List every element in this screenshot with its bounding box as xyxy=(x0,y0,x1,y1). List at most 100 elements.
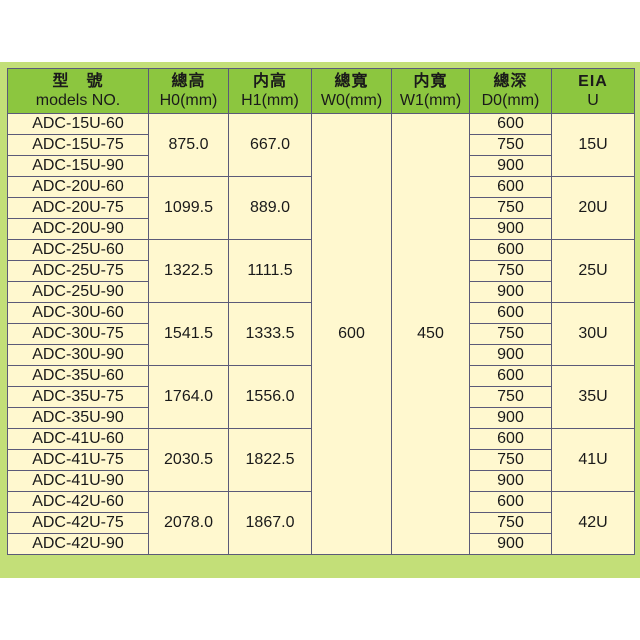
depth-cell: 900 xyxy=(469,281,552,303)
h0-cell: 875.0 xyxy=(148,113,229,177)
header-zh: 内高 xyxy=(252,73,287,90)
header-en: U xyxy=(587,92,599,109)
model-cell: ADC-20U-75 xyxy=(7,197,149,219)
model-cell: ADC-41U-75 xyxy=(7,449,149,471)
depth-cell: 750 xyxy=(469,134,552,156)
table-row: ADC-41U-60 2030.5 1822.5 600 41U xyxy=(7,428,635,492)
header-zh: 内寬 xyxy=(413,73,448,90)
column-header: 總高 H0(mm) xyxy=(148,68,229,114)
eia-cell: 41U xyxy=(551,428,635,492)
h1-cell: 1111.5 xyxy=(228,239,312,303)
model-cell: ADC-20U-90 xyxy=(7,218,149,240)
depth-cell: 750 xyxy=(469,449,552,471)
depth-cell: 600 xyxy=(469,365,552,387)
eia-cell: 42U xyxy=(551,491,635,555)
header-en: D0(mm) xyxy=(481,92,540,109)
table-row: ADC-20U-90 900 xyxy=(7,218,635,240)
model-cell: ADC-30U-60 xyxy=(7,302,149,324)
h0-cell: 1541.5 xyxy=(148,302,229,366)
table-row: ADC-15U-60 875.0 667.0 600 450 600 15U xyxy=(7,113,635,555)
table-row: ADC-25U-90 900 xyxy=(7,281,635,303)
model-cell: ADC-42U-90 xyxy=(7,533,149,555)
table-row: ADC-42U-60 2078.0 1867.0 600 42U xyxy=(7,491,635,555)
h1-cell: 1867.0 xyxy=(228,491,312,555)
depth-cell: 900 xyxy=(469,344,552,366)
table-row: ADC-35U-75 750 xyxy=(7,386,635,408)
column-header: 内高 H1(mm) xyxy=(228,68,312,114)
eia-cell: 30U xyxy=(551,302,635,366)
depth-cell: 600 xyxy=(469,428,552,450)
h0-cell: 1099.5 xyxy=(148,176,229,240)
model-cell: ADC-25U-75 xyxy=(7,260,149,282)
h1-cell: 889.0 xyxy=(228,176,312,240)
model-cell: ADC-30U-75 xyxy=(7,323,149,345)
header-zh: 型 號 xyxy=(52,73,104,90)
spec-table: 型 號 models NO. 總高 H0(mm) 内高 H1(mm) 總寬 W0(mm) 内寬 W… xyxy=(7,68,635,555)
model-cell: ADC-30U-90 xyxy=(7,344,149,366)
w0-cell: 600 xyxy=(311,113,392,555)
model-cell: ADC-41U-90 xyxy=(7,470,149,492)
h1-cell: 1333.5 xyxy=(228,302,312,366)
eia-cell: 25U xyxy=(551,239,635,303)
eia-cell: 20U xyxy=(551,176,635,240)
depth-cell: 900 xyxy=(469,470,552,492)
column-header: 型 號 models NO. xyxy=(7,68,149,114)
depth-cell: 750 xyxy=(469,512,552,534)
depth-cell: 900 xyxy=(469,155,552,177)
h0-cell: 2078.0 xyxy=(148,491,229,555)
table-row: ADC-35U-60 1764.0 1556.0 600 35U xyxy=(7,365,635,429)
depth-cell: 600 xyxy=(469,113,552,135)
header-en: H0(mm) xyxy=(159,92,218,109)
model-cell: ADC-25U-60 xyxy=(7,239,149,261)
header-en: W0(mm) xyxy=(320,92,383,109)
eia-cell: 15U xyxy=(551,113,635,177)
h0-cell: 2030.5 xyxy=(148,428,229,492)
model-cell: ADC-35U-75 xyxy=(7,386,149,408)
model-cell: ADC-35U-60 xyxy=(7,365,149,387)
table-row: ADC-30U-60 1541.5 1333.5 600 30U xyxy=(7,302,635,366)
depth-cell: 900 xyxy=(469,407,552,429)
column-header: EIA U xyxy=(551,68,635,114)
header-zh: 總高 xyxy=(171,73,206,90)
model-cell: ADC-35U-90 xyxy=(7,407,149,429)
table-row: ADC-25U-60 1322.5 1111.5 600 25U xyxy=(7,239,635,303)
model-cell: ADC-42U-60 xyxy=(7,491,149,513)
w1-cell: 450 xyxy=(391,113,470,555)
column-header: 内寬 W1(mm) xyxy=(391,68,470,114)
table-row: ADC-42U-90 900 xyxy=(7,533,635,555)
model-cell: ADC-42U-75 xyxy=(7,512,149,534)
depth-cell: 600 xyxy=(469,239,552,261)
h0-cell: 1764.0 xyxy=(148,365,229,429)
depth-cell: 900 xyxy=(469,533,552,555)
depth-cell: 600 xyxy=(469,176,552,198)
model-cell: ADC-15U-75 xyxy=(7,134,149,156)
depth-cell: 750 xyxy=(469,323,552,345)
model-cell: ADC-25U-90 xyxy=(7,281,149,303)
h1-cell: 1822.5 xyxy=(228,428,312,492)
depth-cell: 600 xyxy=(469,302,552,324)
column-header: 總深 D0(mm) xyxy=(469,68,552,114)
table-row: ADC-42U-75 750 xyxy=(7,512,635,534)
header-zh: EIA xyxy=(578,73,608,90)
model-cell: ADC-20U-60 xyxy=(7,176,149,198)
h1-cell: 667.0 xyxy=(228,113,312,177)
table-row: ADC-30U-75 750 xyxy=(7,323,635,345)
h0-cell: 1322.5 xyxy=(148,239,229,303)
depth-cell: 750 xyxy=(469,386,552,408)
table-row: ADC-20U-60 1099.5 889.0 600 20U xyxy=(7,176,635,240)
header-en: H1(mm) xyxy=(241,92,299,109)
header-en: W1(mm) xyxy=(399,92,462,109)
eia-cell: 35U xyxy=(551,365,635,429)
header-en: models NO. xyxy=(35,92,121,109)
depth-cell: 750 xyxy=(469,260,552,282)
model-cell: ADC-41U-60 xyxy=(7,428,149,450)
depth-cell: 600 xyxy=(469,491,552,513)
header-row: 型 號 models NO. 總高 H0(mm) 内高 H1(mm) 總寬 W0(mm) 内寬 W… xyxy=(7,68,635,114)
h1-cell: 1556.0 xyxy=(228,365,312,429)
depth-cell: 900 xyxy=(469,218,552,240)
header-zh: 總寬 xyxy=(334,73,369,90)
column-header: 總寬 W0(mm) xyxy=(311,68,392,114)
header-zh: 總深 xyxy=(493,73,528,90)
model-cell: ADC-15U-90 xyxy=(7,155,149,177)
table-row: ADC-25U-75 750 xyxy=(7,260,635,282)
